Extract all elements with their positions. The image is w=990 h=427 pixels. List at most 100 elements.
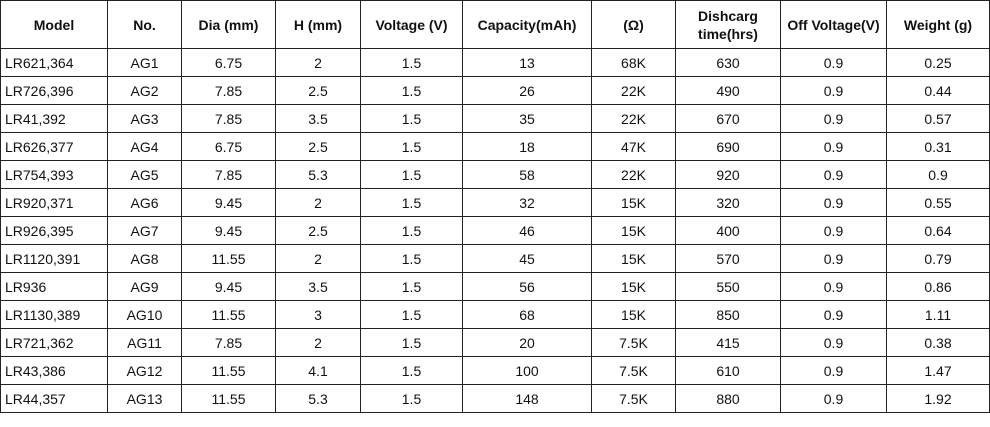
cell-number: AG3 xyxy=(107,104,182,133)
cell-off-voltage: 0.9 xyxy=(780,244,887,273)
cell-height: 2 xyxy=(275,244,361,273)
cell-model: LR920,371 xyxy=(0,188,108,217)
cell-diameter: 6.75 xyxy=(181,48,276,77)
cell-model: LR726,396 xyxy=(0,76,108,105)
table-row: LR726,396 AG2 7.85 2.5 1.5 26 22K 490 0.9 0.44 xyxy=(0,76,990,105)
cell-discharge-time: 670 xyxy=(675,104,781,133)
cell-weight: 0.25 xyxy=(886,48,990,77)
header-capacity: Capacity(mAh) xyxy=(462,0,592,49)
cell-height: 5.3 xyxy=(275,384,361,413)
cell-height: 3 xyxy=(275,300,361,329)
cell-off-voltage: 0.9 xyxy=(780,300,887,329)
cell-discharge-time: 920 xyxy=(675,160,781,189)
cell-weight: 0.57 xyxy=(886,104,990,133)
cell-capacity: 26 xyxy=(462,76,592,105)
cell-off-voltage: 0.9 xyxy=(780,356,887,385)
cell-weight: 0.79 xyxy=(886,244,990,273)
cell-diameter: 9.45 xyxy=(181,188,276,217)
cell-voltage: 1.5 xyxy=(360,216,463,245)
table-row: LR936 AG9 9.45 3.5 1.5 56 15K 550 0.9 0.86 xyxy=(0,272,990,301)
cell-capacity: 20 xyxy=(462,328,592,357)
cell-weight: 0.86 xyxy=(886,272,990,301)
cell-model: LR721,362 xyxy=(0,328,108,357)
cell-capacity: 58 xyxy=(462,160,592,189)
cell-model: LR1130,389 xyxy=(0,300,108,329)
cell-resistance: 22K xyxy=(591,76,676,105)
table-row: LR44,357 AG13 11.55 5.3 1.5 148 7.5K 880 0.9 1.92 xyxy=(0,384,990,413)
cell-capacity: 18 xyxy=(462,132,592,161)
cell-voltage: 1.5 xyxy=(360,160,463,189)
cell-model: LR936 xyxy=(0,272,108,301)
cell-resistance: 68K xyxy=(591,48,676,77)
cell-resistance: 22K xyxy=(591,104,676,133)
cell-number: AG9 xyxy=(107,272,182,301)
cell-weight: 0.31 xyxy=(886,132,990,161)
cell-number: AG7 xyxy=(107,216,182,245)
cell-off-voltage: 0.9 xyxy=(780,216,887,245)
cell-number: AG1 xyxy=(107,48,182,77)
cell-model: LR1120,391 xyxy=(0,244,108,273)
cell-resistance: 15K xyxy=(591,216,676,245)
cell-model: LR43,386 xyxy=(0,356,108,385)
cell-weight: 0.38 xyxy=(886,328,990,357)
cell-height: 2 xyxy=(275,188,361,217)
cell-height: 2.5 xyxy=(275,132,361,161)
cell-capacity: 46 xyxy=(462,216,592,245)
cell-height: 4.1 xyxy=(275,356,361,385)
cell-weight: 0.44 xyxy=(886,76,990,105)
cell-height: 2.5 xyxy=(275,76,361,105)
cell-voltage: 1.5 xyxy=(360,188,463,217)
cell-diameter: 7.85 xyxy=(181,160,276,189)
cell-height: 3.5 xyxy=(275,104,361,133)
cell-discharge-time: 550 xyxy=(675,272,781,301)
cell-number: AG11 xyxy=(107,328,182,357)
cell-capacity: 68 xyxy=(462,300,592,329)
cell-number: AG6 xyxy=(107,188,182,217)
cell-height: 2.5 xyxy=(275,216,361,245)
cell-off-voltage: 0.9 xyxy=(780,104,887,133)
cell-height: 5.3 xyxy=(275,160,361,189)
cell-number: AG8 xyxy=(107,244,182,273)
cell-capacity: 13 xyxy=(462,48,592,77)
cell-discharge-time: 630 xyxy=(675,48,781,77)
cell-discharge-time: 400 xyxy=(675,216,781,245)
cell-off-voltage: 0.9 xyxy=(780,76,887,105)
cell-model: LR41,392 xyxy=(0,104,108,133)
cell-capacity: 148 xyxy=(462,384,592,413)
cell-diameter: 11.55 xyxy=(181,300,276,329)
cell-diameter: 11.55 xyxy=(181,356,276,385)
cell-weight: 0.64 xyxy=(886,216,990,245)
cell-voltage: 1.5 xyxy=(360,356,463,385)
cell-discharge-time: 490 xyxy=(675,76,781,105)
cell-resistance: 47K xyxy=(591,132,676,161)
cell-diameter: 9.45 xyxy=(181,216,276,245)
cell-voltage: 1.5 xyxy=(360,132,463,161)
table-row: LR754,393 AG5 7.85 5.3 1.5 58 22K 920 0.9 0.9 xyxy=(0,160,990,189)
cell-model: LR754,393 xyxy=(0,160,108,189)
cell-resistance: 15K xyxy=(591,272,676,301)
cell-voltage: 1.5 xyxy=(360,272,463,301)
cell-capacity: 35 xyxy=(462,104,592,133)
cell-model: LR44,357 xyxy=(0,384,108,413)
header-resistance: (Ω) xyxy=(591,0,676,49)
header-off-voltage: Off Voltage(V) xyxy=(780,0,887,49)
cell-resistance: 15K xyxy=(591,188,676,217)
table-row: LR43,386 AG12 11.55 4.1 1.5 100 7.5K 610 0.9 1.47 xyxy=(0,356,990,385)
table-row: LR626,377 AG4 6.75 2.5 1.5 18 47K 690 0.9 0.31 xyxy=(0,132,990,161)
cell-off-voltage: 0.9 xyxy=(780,48,887,77)
header-discharge-time: Dishcarg time(hrs) xyxy=(675,0,781,49)
cell-diameter: 6.75 xyxy=(181,132,276,161)
table-row: LR920,371 AG6 9.45 2 1.5 32 15K 320 0.9 0.55 xyxy=(0,188,990,217)
cell-weight: 1.47 xyxy=(886,356,990,385)
cell-diameter: 9.45 xyxy=(181,272,276,301)
cell-resistance: 7.5K xyxy=(591,328,676,357)
cell-number: AG10 xyxy=(107,300,182,329)
cell-height: 2 xyxy=(275,328,361,357)
cell-number: AG4 xyxy=(107,132,182,161)
cell-diameter: 11.55 xyxy=(181,384,276,413)
cell-resistance: 7.5K xyxy=(591,384,676,413)
table-row: LR721,362 AG11 7.85 2 1.5 20 7.5K 415 0.9 0.38 xyxy=(0,328,990,357)
table-body: LR621,364 AG1 6.75 2 1.5 13 68K 630 0.9 0.25 LR726… xyxy=(0,48,990,413)
cell-diameter: 7.85 xyxy=(181,328,276,357)
cell-model: LR926,395 xyxy=(0,216,108,245)
